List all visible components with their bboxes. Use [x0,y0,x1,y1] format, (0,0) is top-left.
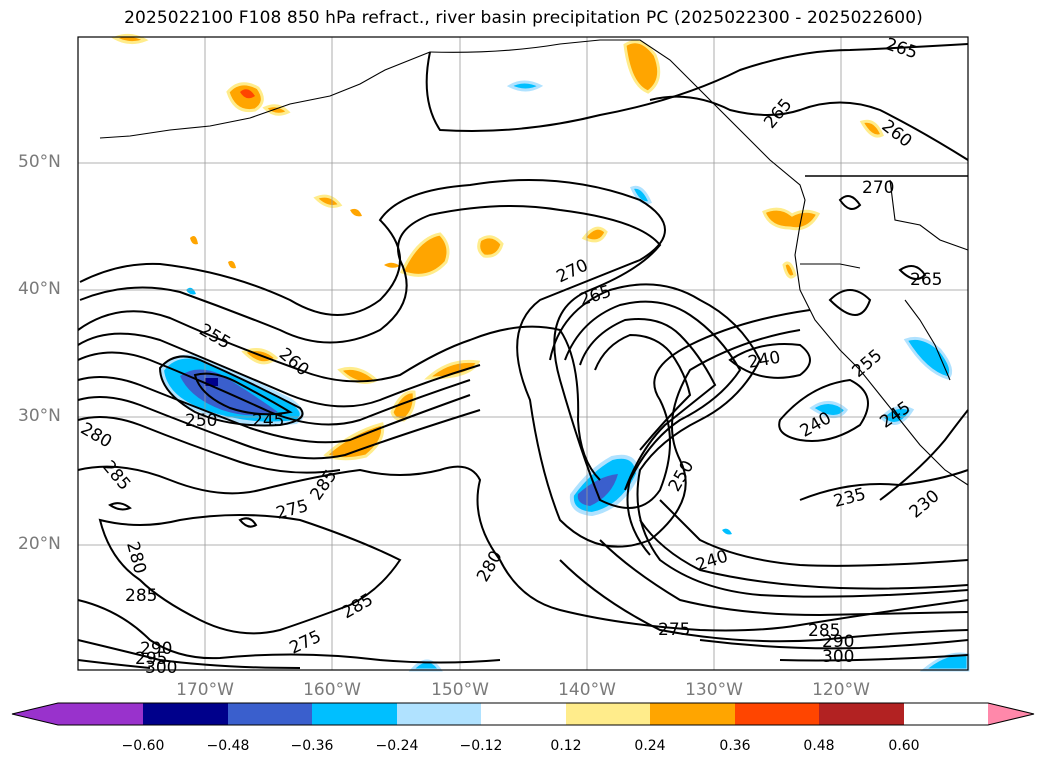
lat-label: 50°N [18,152,61,172]
lon-label: 140°W [558,680,616,700]
colorbar-tick: 0.48 [803,738,835,754]
contour-label: 260 [275,344,313,380]
precip-patch [623,40,661,94]
precip-patch [190,236,198,245]
colorbar-segment [143,703,228,725]
lat-label: 20°N [18,534,61,554]
contour-label: 240 [694,547,731,576]
precip-patch [581,226,608,243]
colorbar-segments [12,703,1034,725]
precip-patch [762,207,821,231]
contour-label: 280 [77,419,115,453]
precip-patch [859,119,884,138]
contour-label: 250 [185,411,217,431]
colorbar-tick: 0.24 [634,738,666,754]
map-frame [77,36,969,671]
colorbar-tick: 0.12 [550,738,582,754]
precip-patch [477,235,504,258]
colorbar-tick: −0.24 [375,738,419,754]
colorbar-tick: −0.48 [206,738,250,754]
map-panel: 265 265 260 270 265 270 265 255 260 250 … [77,33,970,678]
lat-label: 40°N [18,279,61,299]
precip-patch [228,260,236,269]
precip-patch [240,89,255,99]
lat-label: 30°N [18,406,61,426]
precip-patch [186,287,196,295]
precip-patch [390,390,416,422]
contour-label: 290 [140,639,172,659]
contour-label: 285 [808,621,840,641]
contour-label: 255 [196,320,234,354]
precip-patch [424,359,481,380]
contour-label: 270 [862,178,894,198]
precip-patch [722,528,732,535]
precip-patch [399,232,450,277]
colorbar-segment [566,703,650,725]
lon-label: 120°W [812,680,870,700]
contour-label: 265 [760,95,796,133]
contour-label: 250 [665,457,699,495]
precip-patch [629,185,653,205]
lon-label: 130°W [685,680,743,700]
precip-patch [782,261,797,279]
contour-label-group: 265 265 260 270 265 270 265 255 260 250 … [77,34,943,678]
contour-label: 260 [878,116,916,152]
contour-label: 230 [906,486,944,522]
colorbar [11,702,1035,726]
colorbar-tick: 0.36 [719,738,751,754]
colorbar-segment [58,703,143,725]
precip-shading [111,33,970,672]
contour-label: 285 [125,586,157,606]
contour-label: 285 [339,590,377,624]
precip-patch [809,401,849,418]
precip-patch [313,194,343,208]
precip-patch [577,474,618,506]
contour-label: 245 [876,398,914,433]
colorbar-tick: −0.12 [459,738,503,754]
graticule [78,37,968,670]
contour-label: 240 [747,348,782,373]
contour-label: 300 [822,647,854,667]
colorbar-extend-max [988,703,1034,725]
plot-title: 2025022100 F108 850 hPa refract., river … [124,8,923,28]
colorbar-segment [819,703,904,725]
contour-label: 265 [910,270,942,290]
refractivity-contours [77,43,969,669]
contour-label: 295 [135,649,167,669]
colorbar-segment [228,703,312,725]
colorbar-segment [481,703,566,725]
colorbar-extend-min [12,703,58,725]
contour-label: 265 [577,281,614,310]
contour-label: 300 [145,658,177,678]
contour-label: 275 [658,620,690,640]
contour-label: 285 [98,457,134,495]
colorbar-tick: −0.36 [290,738,334,754]
lon-label: 150°W [431,680,489,700]
contour-label: 265 [883,34,920,63]
contour-label: 280 [473,547,507,585]
contour-label: 290 [822,632,854,652]
coastlines [99,39,969,486]
colorbar-segment [650,703,735,725]
contour-label: 255 [849,346,887,382]
colorbar-outline [11,702,1035,726]
colorbar-segment [735,703,819,725]
colorbar-segment [397,703,481,725]
contour-label: 275 [274,496,311,524]
precip-patch [506,80,544,92]
colorbar-tick: −0.60 [121,738,165,754]
precip-patch [350,208,362,217]
precip-patch [262,104,291,116]
lon-label: 170°W [176,680,234,700]
contour-label: 245 [252,411,284,431]
colorbar-segment [312,703,397,725]
precip-patch [903,336,953,380]
precip-patch [384,262,400,268]
lon-label: 160°W [303,680,361,700]
colorbar-tick: 0.60 [888,738,920,754]
